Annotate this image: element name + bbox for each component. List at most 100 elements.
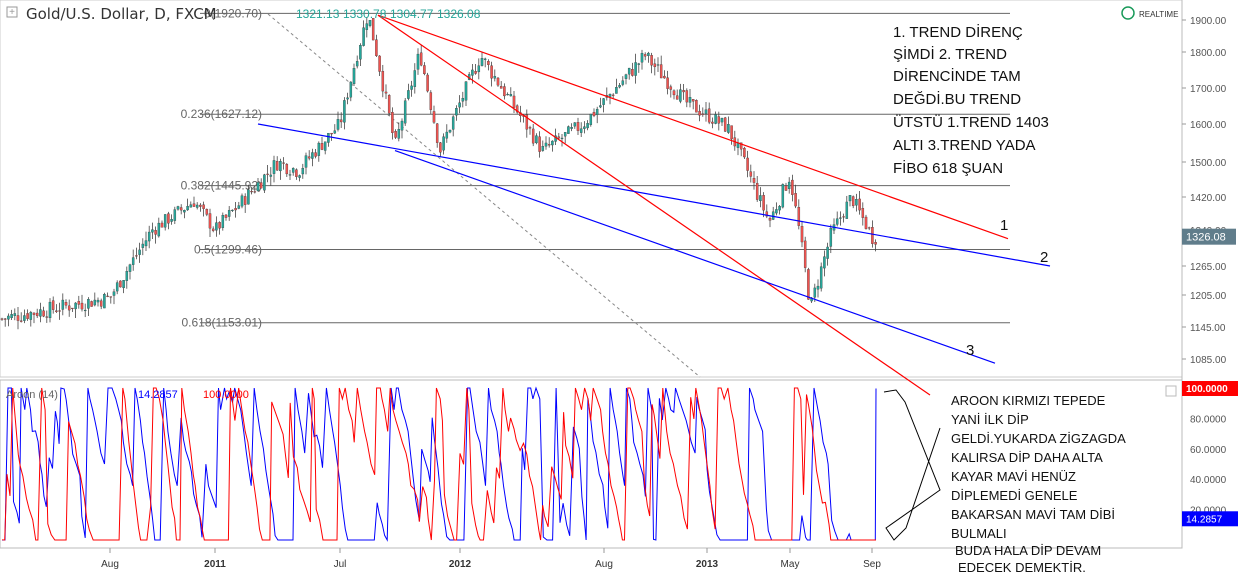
candle-body bbox=[157, 222, 161, 237]
candle-body bbox=[695, 100, 698, 113]
candle-body bbox=[672, 90, 676, 96]
bottom-note: BUDA HALA DİP DEVAM EDECEK DEMEKTİR. bbox=[955, 543, 1101, 575]
candle-body bbox=[307, 156, 311, 159]
candle-body bbox=[16, 315, 20, 321]
candle-body bbox=[186, 206, 189, 211]
x-tick-label: 2012 bbox=[449, 559, 472, 570]
candle-body bbox=[826, 246, 829, 259]
candle-body bbox=[851, 196, 855, 207]
candle-body bbox=[784, 185, 788, 191]
y-tick-label: 1420.00 bbox=[1190, 193, 1227, 204]
candle-body bbox=[208, 213, 212, 229]
fibonacci-levels: 0(1920.70) 0.236(1627.12) 0.382(1445.92) 0.… bbox=[181, 6, 1010, 378]
candle-body bbox=[861, 208, 865, 218]
candle-body bbox=[455, 108, 458, 116]
candle-body bbox=[621, 80, 625, 85]
candle-body bbox=[64, 302, 68, 306]
candle-body bbox=[365, 23, 369, 30]
candle-body bbox=[445, 131, 449, 139]
candle-body bbox=[759, 195, 762, 202]
last-price-badge bbox=[1182, 228, 1236, 245]
candle-body bbox=[487, 60, 490, 65]
candle-body bbox=[432, 111, 436, 123]
candle-body bbox=[128, 264, 132, 272]
candle-body bbox=[407, 90, 410, 99]
candle-body bbox=[688, 97, 692, 103]
candle-body bbox=[10, 314, 13, 319]
candle-body bbox=[618, 85, 621, 88]
candle-body bbox=[864, 216, 868, 229]
candle-body bbox=[752, 178, 756, 183]
candle-body bbox=[807, 269, 810, 300]
candle-body bbox=[439, 142, 442, 153]
aroon-y-tick-label: 60.0000 bbox=[1190, 445, 1227, 456]
candle-body bbox=[13, 313, 17, 316]
candle-body bbox=[691, 99, 695, 102]
candle-body bbox=[839, 217, 842, 219]
candle-body bbox=[624, 74, 628, 79]
candle-body bbox=[778, 206, 781, 211]
x-tick-label: 2011 bbox=[204, 559, 226, 570]
candle-body bbox=[631, 69, 634, 76]
trend-line-2 bbox=[257, 123, 1051, 267]
candle-body bbox=[707, 108, 711, 123]
candle-body bbox=[112, 291, 116, 296]
candle-body bbox=[285, 164, 289, 175]
aroon-down-badge-label: 100.0000 bbox=[1186, 384, 1228, 395]
candle-body bbox=[205, 208, 209, 215]
candle-body bbox=[170, 219, 173, 222]
candle-body bbox=[378, 55, 381, 72]
candle-body bbox=[138, 249, 141, 255]
candle-body bbox=[87, 299, 90, 309]
candle-body bbox=[349, 81, 353, 98]
candle-body bbox=[749, 171, 753, 177]
candle-body bbox=[371, 17, 375, 41]
candle-body bbox=[29, 312, 33, 320]
candle-body bbox=[231, 209, 234, 211]
candle-body bbox=[55, 310, 58, 312]
candle-body bbox=[464, 81, 468, 101]
fib-level-label: 0.5(1299.46) bbox=[194, 242, 262, 256]
candle-body bbox=[663, 75, 666, 79]
candle-body bbox=[781, 184, 785, 208]
candle-body bbox=[765, 211, 769, 217]
candle-body bbox=[480, 58, 484, 66]
candle-body bbox=[871, 227, 874, 244]
candle-body bbox=[163, 214, 167, 228]
svg-text:YANİ İLK DİP: YANİ İLK DİP bbox=[951, 412, 1029, 427]
pane-settings-icon[interactable] bbox=[1165, 385, 1177, 397]
candle-body bbox=[323, 141, 327, 151]
candle-body bbox=[829, 228, 833, 247]
candle-body bbox=[179, 207, 183, 211]
candle-body bbox=[317, 142, 321, 156]
candle-body bbox=[154, 230, 157, 235]
svg-text:ŞİMDİ 2. TREND: ŞİMDİ 2. TREND bbox=[893, 45, 1007, 63]
collapse-icon[interactable] bbox=[6, 6, 18, 18]
ohlc-open: 1321.13 bbox=[296, 7, 340, 21]
candle-body bbox=[26, 313, 29, 319]
candle-body bbox=[144, 240, 148, 247]
candle-body bbox=[109, 296, 113, 298]
candle-body bbox=[122, 280, 125, 289]
candle-body bbox=[803, 240, 807, 268]
candle-body bbox=[855, 199, 858, 206]
candle-body bbox=[797, 207, 801, 226]
last-price-label: 1326.08 bbox=[1186, 232, 1226, 244]
candle-body bbox=[346, 97, 349, 100]
candle-body bbox=[848, 195, 852, 202]
candle-body bbox=[275, 161, 279, 171]
candle-body bbox=[531, 128, 535, 144]
svg-text:KALIRSA DİP DAHA ALTA: KALIRSA DİP DAHA ALTA bbox=[951, 450, 1103, 465]
y-tick-label: 1085.00 bbox=[1190, 355, 1227, 366]
zigzag-drawing bbox=[883, 389, 941, 541]
candle-body bbox=[131, 257, 135, 265]
candle-body bbox=[474, 71, 477, 74]
candle-body bbox=[471, 69, 474, 76]
y-tick-label: 1600.00 bbox=[1190, 120, 1227, 131]
candle-body bbox=[19, 320, 23, 322]
candle-body bbox=[7, 315, 10, 320]
candle-body bbox=[253, 191, 257, 193]
candle-body bbox=[823, 256, 826, 269]
candle-body bbox=[391, 111, 394, 133]
